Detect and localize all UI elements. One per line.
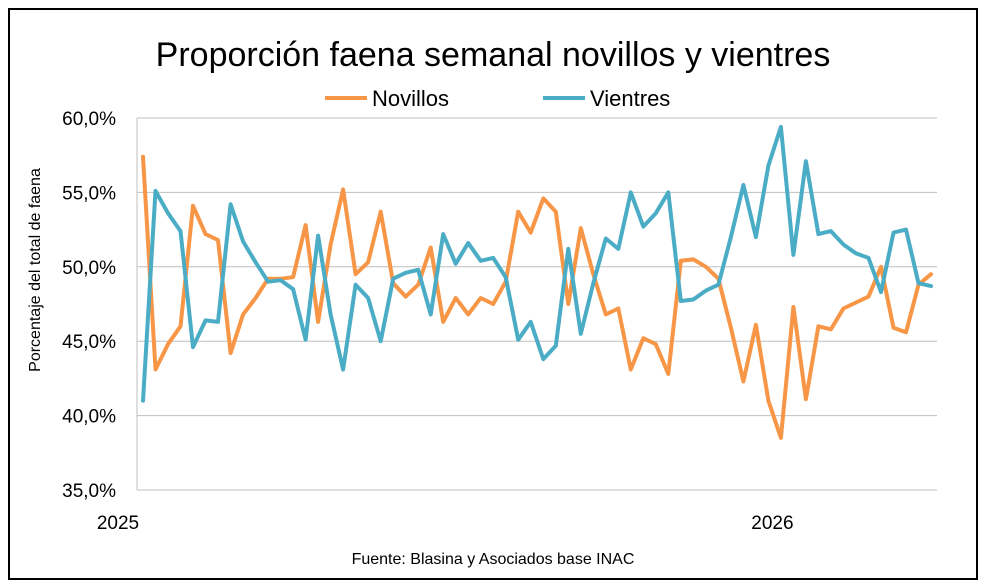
- series-line-novillos: [141, 154, 933, 440]
- legend-novillos-label: Novillos: [372, 86, 449, 111]
- y-tick-label: 55,0%: [62, 183, 116, 204]
- y-tick-label: 40,0%: [62, 407, 116, 428]
- y-tick-label: 35,0%: [62, 481, 116, 502]
- series-lines: [141, 124, 933, 440]
- x-tick-label: 2025: [97, 513, 139, 534]
- y-tick-label: 45,0%: [62, 332, 116, 353]
- source-note: Fuente: Blasina y Asociados base INAC: [352, 551, 635, 568]
- x-axis-ticks: 2025 2026: [97, 513, 794, 534]
- series-vientres: [141, 124, 933, 403]
- y-axis-ticks: 35,0% 40,0% 45,0% 50,0% 55,0% 60,0%: [62, 109, 116, 502]
- x-tick-label: 2026: [751, 513, 793, 534]
- legend-vientres-label: Vientres: [590, 86, 670, 111]
- gridlines: [136, 117, 937, 491]
- series-line-vientres: [141, 124, 933, 403]
- legend: Novillos Vientres: [325, 86, 670, 111]
- chart-title: Proporción faena semanal novillos y vien…: [156, 36, 831, 74]
- y-tick-label: 50,0%: [62, 258, 116, 279]
- y-tick-label: 60,0%: [62, 109, 116, 130]
- y-axis-label: Porcentaje del total de faena: [27, 168, 44, 372]
- chart-frame: [8, 8, 978, 580]
